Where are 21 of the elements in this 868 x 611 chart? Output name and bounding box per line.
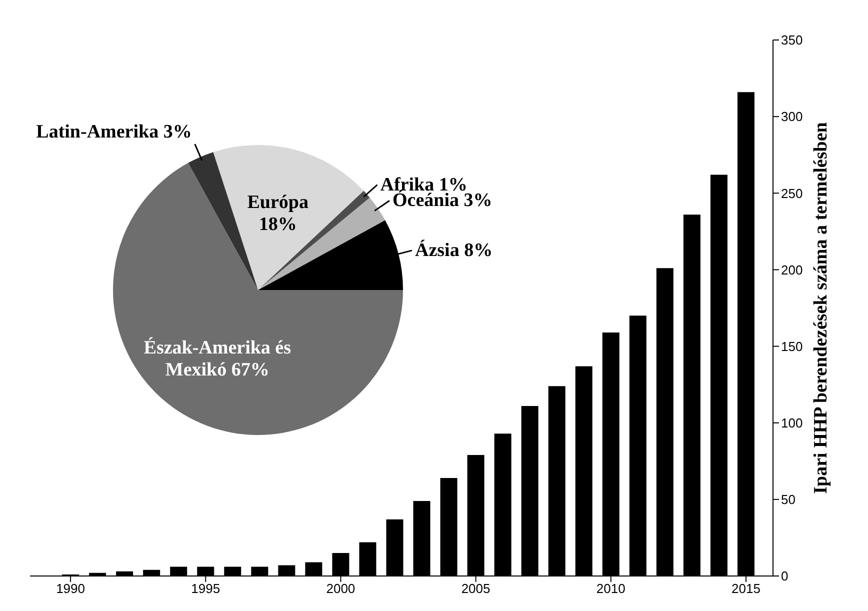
y-tick-label: 100: [781, 415, 803, 430]
slice-label: Észak-Amerika és Mexikó 67%: [144, 336, 292, 380]
pie-slice: [213, 145, 364, 290]
x-tick-label: 2010: [596, 581, 626, 596]
x-tick-label: 2015: [732, 581, 760, 596]
slice-label: Európa: [247, 191, 309, 212]
y-tick-label: 0: [781, 568, 788, 584]
y-axis-title: Ipari HHP berendezések száma a termelésben: [810, 122, 832, 494]
x-tick-label: 2005: [461, 581, 490, 596]
y-tick-label: 250: [781, 186, 803, 201]
x-tick-label: 2000: [326, 581, 356, 596]
y-tick-label: 350: [781, 32, 803, 48]
y-tick-label: 150: [781, 338, 803, 354]
x-tick-label: 1990: [56, 581, 85, 596]
slice-label: Ázsia 8%: [415, 238, 493, 261]
x-tick-label: 1995: [191, 581, 220, 596]
y-tick-label: 300: [781, 109, 803, 124]
data-label: 18%: [258, 213, 297, 234]
slice-label: Latin-Amerika 3%: [36, 122, 192, 143]
y-tick-label: 50: [781, 492, 796, 508]
y-tick-label: 200: [781, 262, 803, 278]
